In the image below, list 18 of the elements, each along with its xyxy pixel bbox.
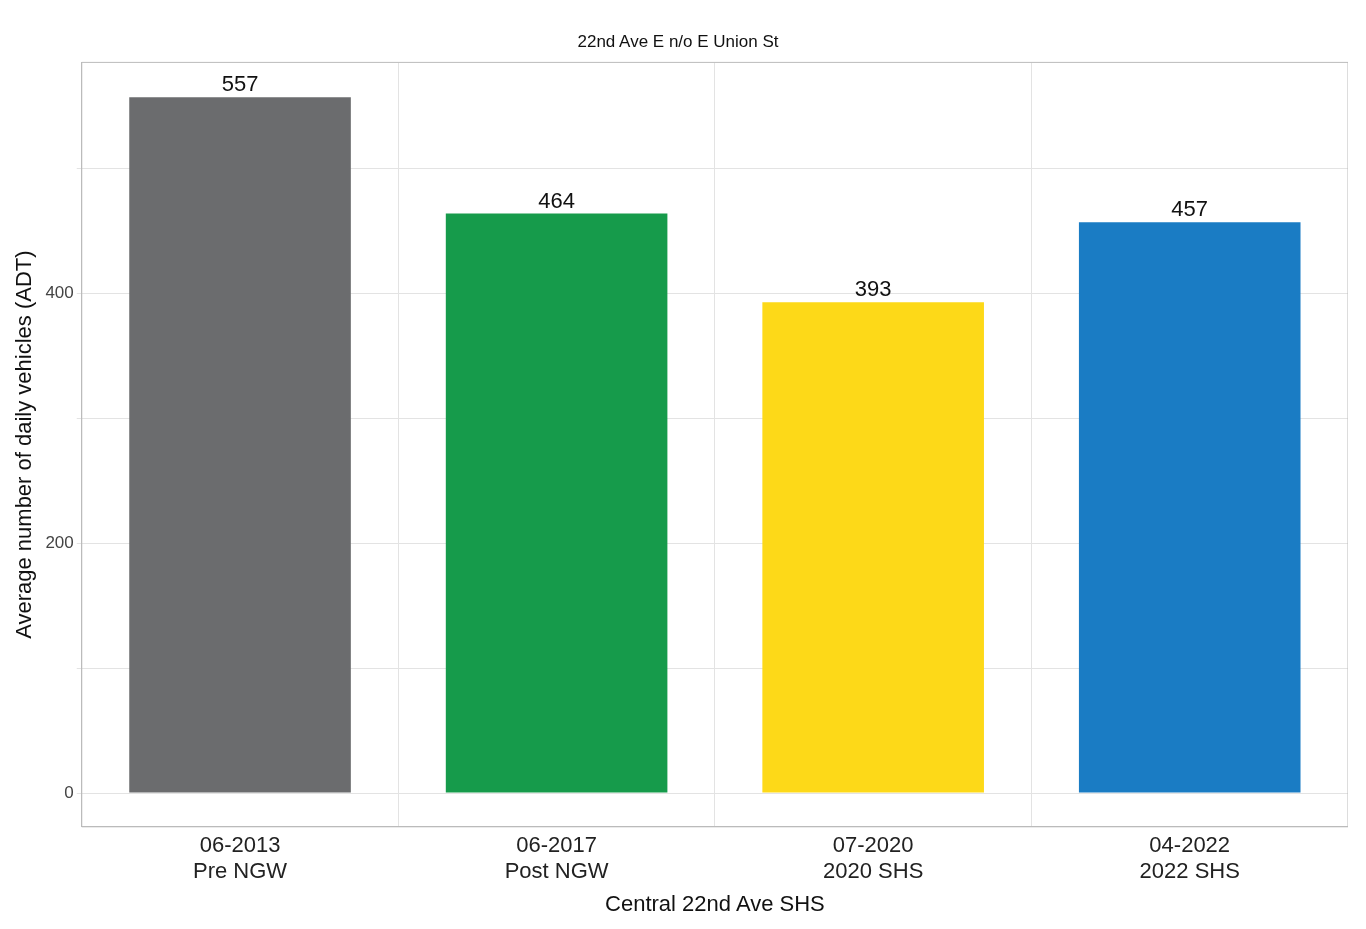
y-tick-label: 400 <box>45 283 74 303</box>
data-label: 464 <box>538 187 575 213</box>
bar <box>1078 222 1301 793</box>
chart-title: 22nd Ave E n/o E Union St <box>577 31 779 51</box>
bar <box>445 213 668 793</box>
data-label: 557 <box>221 71 259 97</box>
x-tick-label: 04-2022 2022 SHS <box>1139 832 1240 884</box>
x-axis-title: Central 22nd Ave SHS <box>605 890 825 916</box>
y-axis-title: Average number of daily vehicles (ADT) <box>11 250 37 639</box>
data-label: 457 <box>1171 196 1209 222</box>
x-tick-label: 06-2013 Pre NGW <box>192 832 288 884</box>
y-tick-label: 0 <box>64 782 74 802</box>
bar <box>129 97 351 793</box>
data-label: 393 <box>854 276 892 302</box>
x-tick-label: 07-2020 2020 SHS <box>823 832 924 884</box>
x-tick-label: 06-2017 Post NGW <box>504 832 609 884</box>
y-tick-label: 200 <box>45 532 74 552</box>
bar <box>762 302 984 793</box>
